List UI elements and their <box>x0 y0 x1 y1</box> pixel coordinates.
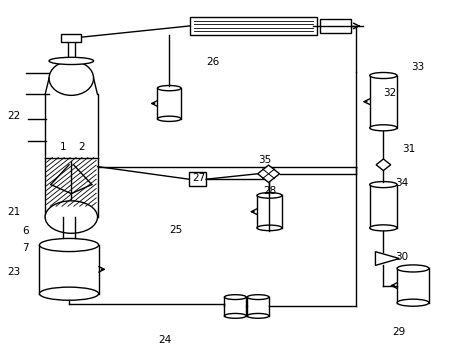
Text: 31: 31 <box>402 144 415 153</box>
Ellipse shape <box>247 295 269 299</box>
Text: 33: 33 <box>411 62 424 72</box>
Text: 29: 29 <box>393 327 406 337</box>
Ellipse shape <box>49 61 94 95</box>
Ellipse shape <box>397 265 429 272</box>
Text: 6: 6 <box>22 227 29 236</box>
Ellipse shape <box>39 287 99 300</box>
Ellipse shape <box>247 313 269 318</box>
Text: 21: 21 <box>8 207 21 216</box>
Text: 30: 30 <box>395 252 408 262</box>
Polygon shape <box>258 165 280 182</box>
Ellipse shape <box>257 225 282 231</box>
Text: 24: 24 <box>158 335 171 345</box>
Text: 34: 34 <box>395 178 408 188</box>
Ellipse shape <box>157 116 181 121</box>
Text: 27: 27 <box>192 173 206 183</box>
Ellipse shape <box>45 201 97 233</box>
Bar <box>319 19 351 33</box>
Ellipse shape <box>370 182 397 188</box>
Text: 25: 25 <box>170 225 183 235</box>
Ellipse shape <box>49 57 94 64</box>
Text: 22: 22 <box>8 111 21 121</box>
Bar <box>61 34 81 42</box>
Text: 7: 7 <box>22 243 29 253</box>
Ellipse shape <box>397 299 429 306</box>
Bar <box>190 17 317 35</box>
Ellipse shape <box>39 239 99 252</box>
Text: 35: 35 <box>258 155 271 165</box>
Ellipse shape <box>257 193 282 198</box>
Polygon shape <box>376 159 391 171</box>
Text: 28: 28 <box>263 186 276 196</box>
Text: 1: 1 <box>60 142 67 152</box>
Bar <box>47 157 96 206</box>
Text: 32: 32 <box>383 88 397 98</box>
Ellipse shape <box>370 225 397 231</box>
Ellipse shape <box>370 125 397 131</box>
Ellipse shape <box>224 313 246 318</box>
Ellipse shape <box>157 85 181 91</box>
Text: 2: 2 <box>79 142 85 152</box>
Bar <box>189 172 206 186</box>
Polygon shape <box>376 252 399 265</box>
Ellipse shape <box>224 295 246 299</box>
Text: 26: 26 <box>206 57 219 67</box>
Ellipse shape <box>370 72 397 79</box>
Text: 23: 23 <box>8 267 21 277</box>
